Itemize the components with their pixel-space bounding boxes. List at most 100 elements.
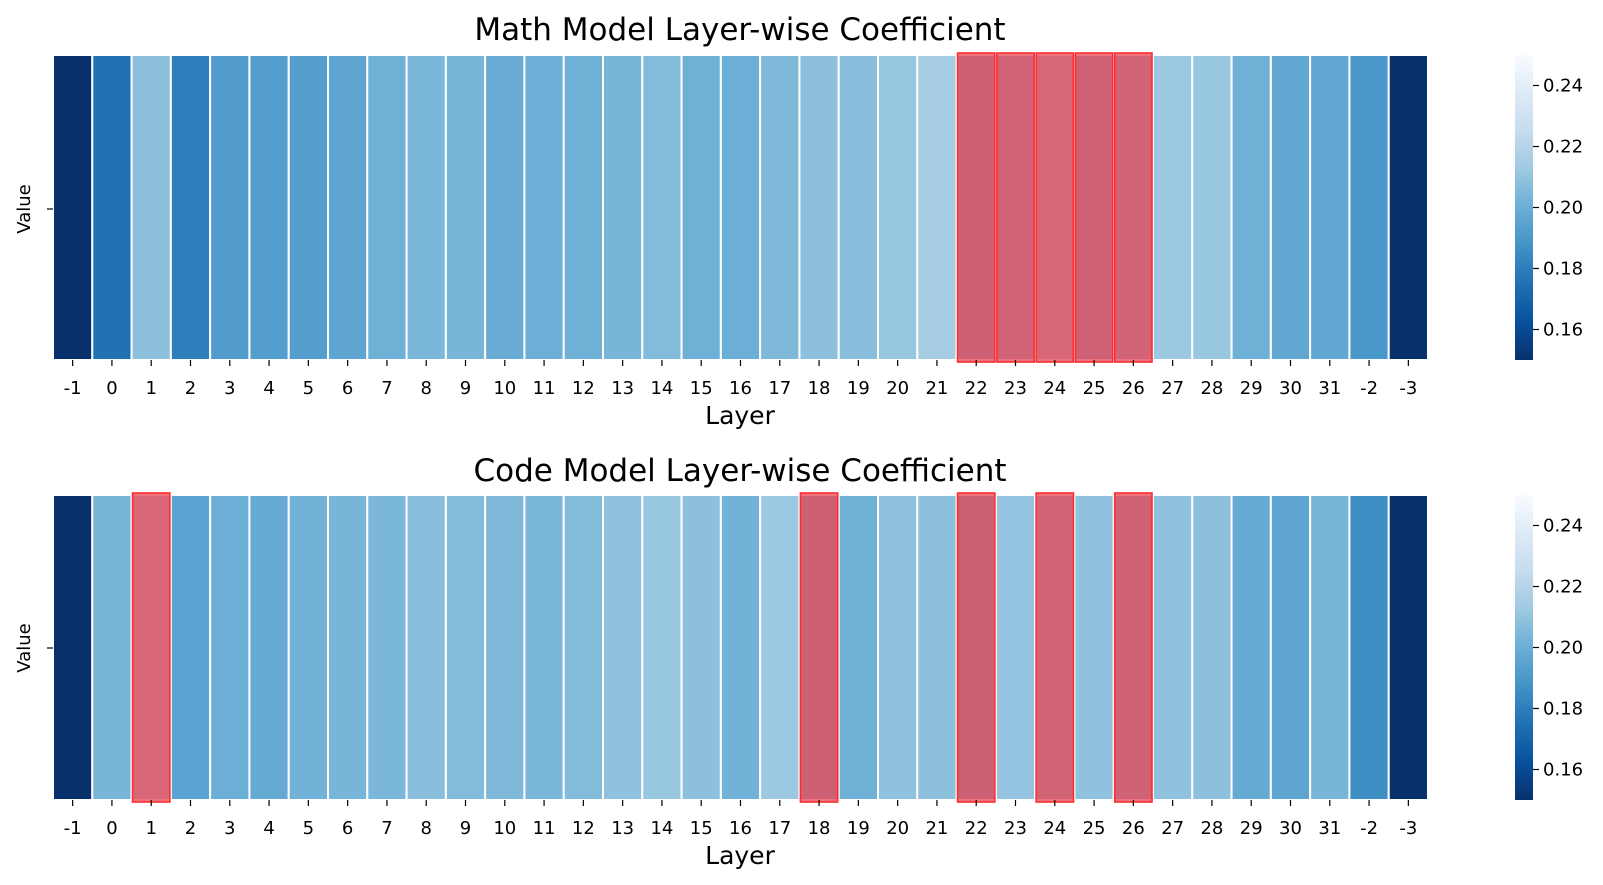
math-heatmap-cell (209, 54, 251, 361)
math-highlight-box (1074, 52, 1114, 363)
code-x-tick-label: 15 (690, 818, 713, 839)
code-x-tick-label: 1 (145, 818, 156, 839)
math-x-tick-label: 5 (303, 378, 314, 399)
math-x-tick-label: 12 (572, 378, 595, 399)
math-x-tick-label: 13 (611, 378, 634, 399)
math-heatmap-cell (52, 54, 94, 361)
code-colorbar-tick-label: 0.24 (1543, 516, 1583, 537)
code-heatmap-cell (91, 494, 133, 801)
code-heatmap-cell (523, 494, 565, 801)
code-x-tick-label: 29 (1240, 818, 1263, 839)
code-highlight-box (131, 492, 171, 803)
math-highlight-box (1113, 52, 1153, 363)
math-x-tick-label: 17 (768, 378, 791, 399)
code-colorbar-tick-label: 0.16 (1543, 760, 1583, 781)
code-heatmap-cell (248, 494, 290, 801)
math-heatmap-cell (1191, 54, 1233, 361)
math-heatmap-cell (1387, 54, 1429, 361)
math-chart-title: Math Model Layer-wise Coefficient (474, 12, 1005, 48)
code-heatmap-cells (52, 492, 1429, 803)
code-x-tick-label: -1 (64, 818, 82, 839)
code-x-tick-label: 25 (1083, 818, 1106, 839)
code-colorbar (1515, 495, 1533, 800)
math-heatmap-cell (680, 54, 722, 361)
code-x-axis-ticks: -1 0 1 2 3 4 5 6 7 8 9 10 11 12 13 14 15 16 17 18 19 20 21 22 23… (64, 800, 1417, 839)
code-x-tick-label: 27 (1161, 818, 1184, 839)
code-x-tick-label: 31 (1318, 818, 1341, 839)
code-heatmap-cell (484, 494, 526, 801)
code-x-tick-label: 0 (106, 818, 117, 839)
code-x-tick-label: 3 (224, 818, 235, 839)
code-heatmap-cell (837, 494, 880, 801)
code-x-tick-label: 10 (493, 818, 516, 839)
math-x-tick-label: 9 (460, 378, 471, 399)
code-x-tick-label: 22 (965, 818, 988, 839)
code-heatmap-cell (759, 494, 801, 801)
code-heatmap-cell (916, 494, 958, 801)
math-x-tick-label: 25 (1083, 378, 1106, 399)
math-heatmap-cell (1269, 54, 1312, 361)
code-x-tick-label: 16 (729, 818, 752, 839)
math-x-tick-label: 22 (965, 378, 988, 399)
code-heatmap-cell (169, 494, 212, 801)
code-x-tick-label: -2 (1360, 818, 1378, 839)
math-heatmap-cell (523, 54, 565, 361)
code-heatmap-cell (1230, 494, 1272, 801)
math-colorbar-tick-label: 0.18 (1543, 259, 1583, 280)
math-heatmap-cell (366, 54, 408, 361)
math-x-tick-label: 19 (847, 378, 870, 399)
math-heatmap-cell (287, 54, 330, 361)
code-highlight-box (1113, 492, 1153, 803)
code-heatmap-cell (1152, 494, 1194, 801)
code-x-tick-label: 17 (768, 818, 791, 839)
math-x-tick-label: -3 (1399, 378, 1417, 399)
math-x-tick-label: 18 (808, 378, 831, 399)
math-heatmap-cell (837, 54, 880, 361)
code-chart-title: Code Model Layer-wise Coefficient (473, 453, 1006, 489)
math-heatmap-cell (248, 54, 290, 361)
code-heatmap-cell (1387, 494, 1429, 801)
math-x-tick-label: 24 (1043, 378, 1066, 399)
code-y-axis-label: Value (14, 623, 35, 672)
math-x-tick-label: 4 (263, 378, 274, 399)
math-x-tick-label: 31 (1318, 378, 1341, 399)
code-x-tick-label: 7 (381, 818, 392, 839)
math-heatmap-cell (641, 54, 683, 361)
code-heatmap-cell (680, 494, 722, 801)
math-x-tick-label: 10 (493, 378, 516, 399)
code-x-tick-label: 5 (303, 818, 314, 839)
math-heatmap-cell (1309, 54, 1351, 361)
math-heatmap-cell (405, 54, 447, 361)
code-heatmap-cell (641, 494, 683, 801)
math-x-tick-label: 21 (925, 378, 948, 399)
math-heatmap-cell (444, 54, 487, 361)
code-x-tick-label: 12 (572, 818, 595, 839)
math-x-tick-label: 14 (650, 378, 673, 399)
code-heatmap-cell (877, 494, 919, 801)
code-x-tick-label: 19 (847, 818, 870, 839)
code-colorbar-tick-label: 0.22 (1543, 577, 1583, 598)
math-colorbar-tick-label: 0.20 (1543, 198, 1583, 219)
code-x-tick-label: 13 (611, 818, 634, 839)
math-colorbar (1515, 55, 1533, 360)
code-heatmap-cell (602, 494, 644, 801)
math-highlight-box (956, 52, 996, 363)
code-x-tick-label: 26 (1122, 818, 1145, 839)
code-heatmap-cell (209, 494, 251, 801)
code-x-tick-label: 24 (1043, 818, 1066, 839)
math-x-tick-label: 11 (533, 378, 556, 399)
math-x-tick-label: 7 (381, 378, 392, 399)
math-heatmap-cell (484, 54, 526, 361)
math-heatmap-cells (52, 52, 1429, 363)
math-colorbar-ticks: 0.16 0.18 0.20 0.22 0.24 (1533, 76, 1583, 341)
code-heatmap-cell (444, 494, 487, 801)
code-x-tick-label: 9 (460, 818, 471, 839)
code-x-tick-label: 28 (1200, 818, 1223, 839)
math-x-tick-label: -2 (1360, 378, 1378, 399)
math-heatmap-cell (719, 54, 762, 361)
code-heatmap-cell (327, 494, 369, 801)
math-heatmap-cell (1152, 54, 1194, 361)
math-x-tick-label: 15 (690, 378, 713, 399)
code-highlight-box (799, 492, 839, 803)
